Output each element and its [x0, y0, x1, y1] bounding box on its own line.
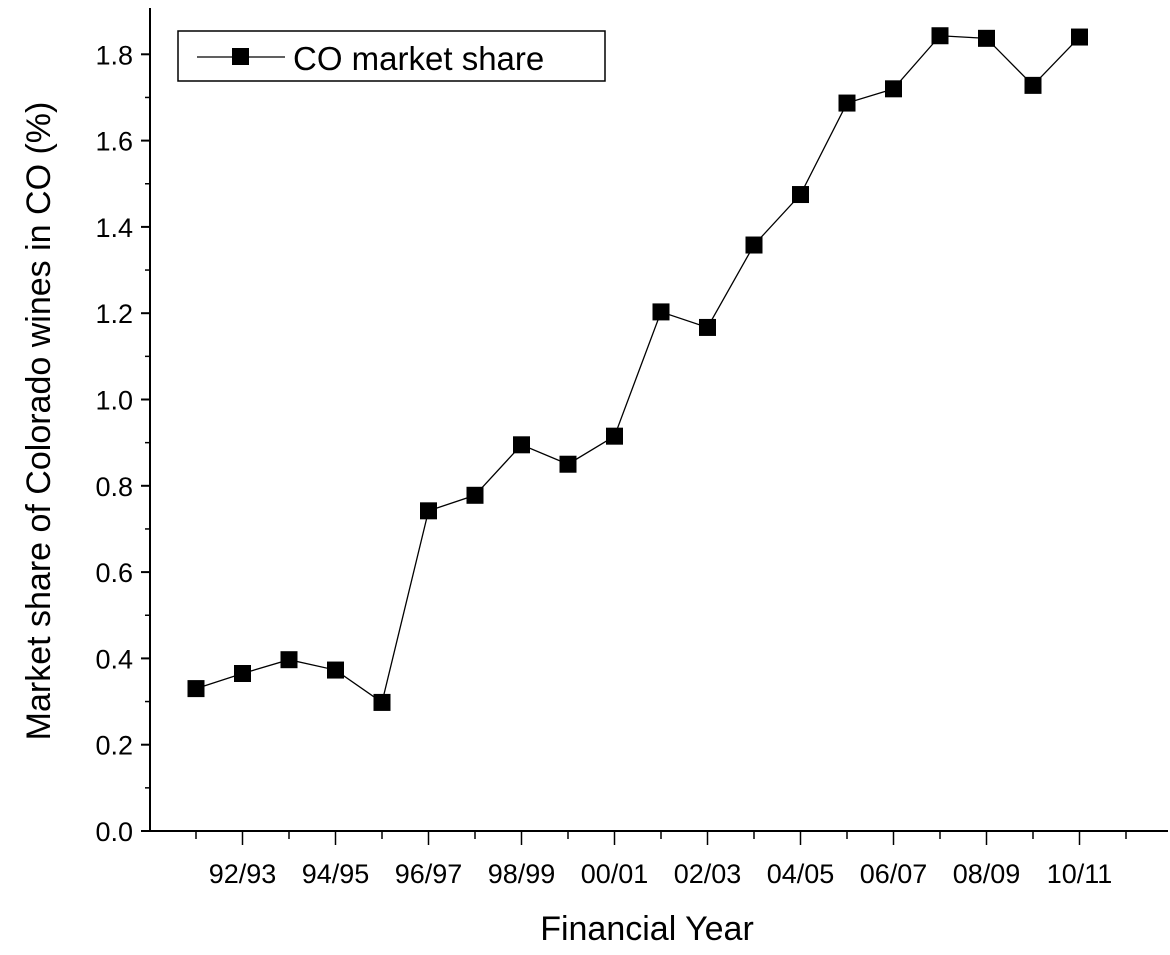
data-point-marker [978, 29, 995, 47]
x-tick-label: 94/95 [302, 859, 370, 889]
y-tick-label: 0.2 [95, 731, 133, 761]
data-point-marker [187, 680, 205, 698]
data-point-marker [513, 436, 530, 454]
x-tick-label: 08/09 [953, 859, 1021, 889]
y-axis-title: Market share of Colorado wines in CO (%) [20, 102, 58, 741]
data-point-marker [885, 80, 902, 98]
x-tick-label: 92/93 [209, 859, 277, 889]
y-tick-label: 0.4 [95, 644, 133, 674]
legend-label: CO market share [293, 40, 544, 77]
data-point-marker [559, 455, 577, 473]
data-point-marker [1024, 76, 1042, 94]
x-tick-label: 04/05 [767, 859, 835, 889]
series-line [195, 35, 1080, 704]
data-point-marker [373, 693, 391, 711]
data-point-marker [745, 236, 763, 254]
data-point-marker [838, 94, 856, 112]
y-tick-label: 0.6 [95, 558, 133, 588]
data-point-marker [931, 27, 949, 45]
data-point-marker [327, 661, 344, 679]
y-tick-label: 1.8 [95, 40, 133, 70]
data-point-marker [1071, 28, 1088, 46]
data-point-marker [792, 186, 809, 204]
y-tick-label: 0.0 [95, 817, 133, 847]
legend-marker-square [232, 48, 249, 65]
data-point-marker [466, 486, 484, 504]
x-tick-label: 96/97 [395, 859, 463, 889]
y-tick-label: 1.6 [95, 127, 133, 157]
y-tick-label: 0.8 [95, 472, 133, 502]
y-tick-label: 1.2 [95, 299, 133, 329]
y-tick-label: 1.4 [95, 213, 133, 243]
legend-box [177, 30, 606, 82]
x-tick-label: 02/03 [674, 859, 742, 889]
x-tick-label: 10/11 [1047, 859, 1113, 889]
x-tick-label: 00/01 [581, 859, 649, 889]
data-point-marker [420, 502, 437, 520]
data-point-marker [606, 427, 623, 445]
data-point-marker [234, 665, 251, 683]
data-point-marker [652, 303, 670, 321]
data-point-marker [699, 318, 716, 336]
x-tick-label: 06/07 [860, 859, 928, 889]
legend: CO market share [177, 30, 606, 82]
x-axis-title: Financial Year [540, 910, 754, 948]
x-tick-label: 98/99 [488, 859, 556, 889]
y-tick-label: 1.0 [95, 386, 133, 416]
data-point-marker [280, 651, 298, 669]
